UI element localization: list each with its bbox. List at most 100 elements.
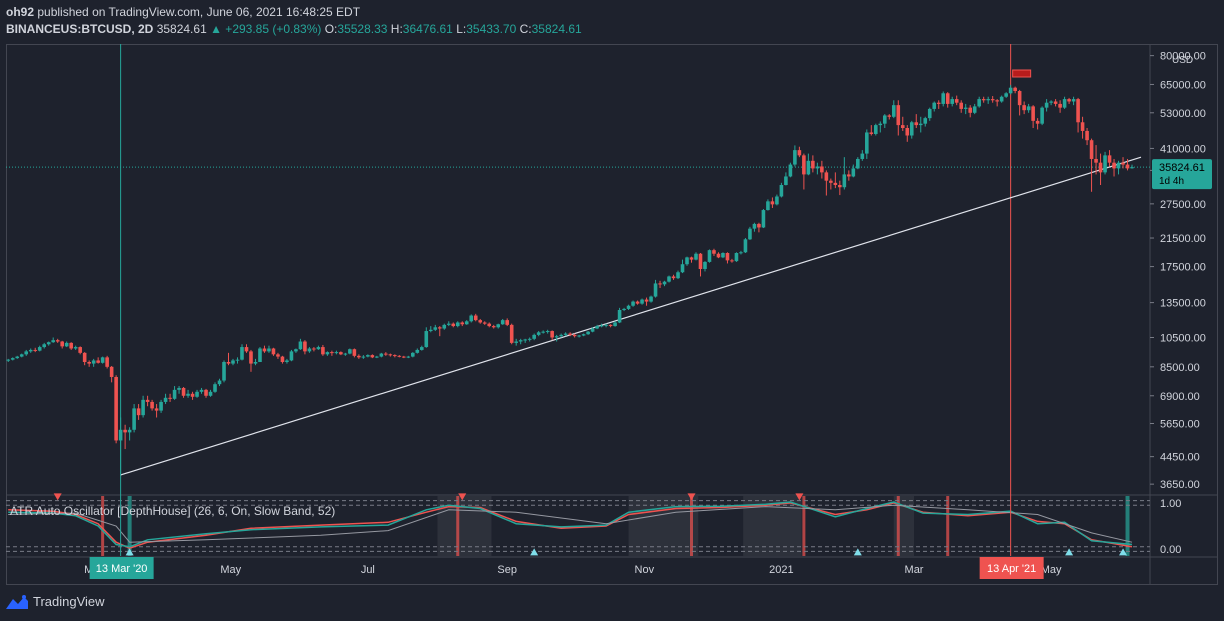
osc-signal-down-0 xyxy=(53,493,62,501)
osc-bar-red-4 xyxy=(896,496,900,556)
candle-body-135 xyxy=(613,322,617,327)
tradingview-brand[interactable]: TradingView xyxy=(33,594,105,609)
candle-body-94 xyxy=(428,329,433,332)
candle-body-177 xyxy=(802,155,806,175)
candle-body-13 xyxy=(64,342,69,347)
chart-frame[interactable] xyxy=(6,44,1218,585)
candle-body-53 xyxy=(244,347,249,352)
candle-body-225 xyxy=(1017,91,1022,106)
candle-body-36 xyxy=(168,397,172,399)
author-name[interactable]: oh92 xyxy=(6,5,35,19)
candle-body-123 xyxy=(559,334,563,337)
candle-body-74 xyxy=(339,352,343,355)
trendline xyxy=(120,156,1142,476)
candle-body-84 xyxy=(384,353,388,355)
candle-body-174 xyxy=(788,164,793,177)
candle-body-116 xyxy=(527,338,532,340)
open-value: 35528.33 xyxy=(337,22,388,36)
candle-body-104 xyxy=(473,315,478,321)
candle-body-151 xyxy=(685,257,689,265)
candle-body-162 xyxy=(734,253,739,262)
candle-body-140 xyxy=(635,301,640,304)
candle-body-0 xyxy=(6,359,11,361)
candle-body-201 xyxy=(909,122,914,136)
candle-body-14 xyxy=(69,342,73,349)
candle-body-237 xyxy=(1071,99,1076,102)
candle-body-41 xyxy=(190,393,195,397)
candle-body-125 xyxy=(568,333,572,335)
candle-body-102 xyxy=(464,321,469,325)
candle-body-179 xyxy=(811,160,815,169)
candle-body-219 xyxy=(990,99,995,101)
candle-body-209 xyxy=(945,93,950,104)
candle-body-181 xyxy=(820,166,824,173)
candle-body-105 xyxy=(478,320,483,323)
high-label: H: xyxy=(390,22,403,36)
candle-body-147 xyxy=(667,276,671,282)
candle-body-49 xyxy=(226,362,231,364)
candle-body-248 xyxy=(1121,162,1125,165)
candle-body-39 xyxy=(181,387,186,396)
candle-body-236 xyxy=(1067,99,1071,102)
xtick-label-2: Jul xyxy=(361,564,375,576)
candle-body-111 xyxy=(505,320,510,325)
candle-body-183 xyxy=(829,180,833,183)
candle-body-112 xyxy=(509,324,514,343)
candle-body-185 xyxy=(838,185,842,188)
candle-body-168 xyxy=(761,210,766,228)
xtick-label-7: May xyxy=(1041,564,1062,576)
candle-body-143 xyxy=(649,296,653,302)
candle-body-208 xyxy=(941,93,946,104)
candle-body-107 xyxy=(487,323,492,327)
candle-body-169 xyxy=(766,201,770,211)
candle-body-21 xyxy=(100,357,105,363)
candle-body-155 xyxy=(703,261,707,269)
candle-body-12 xyxy=(60,341,64,347)
candle-body-224 xyxy=(1013,87,1017,92)
ytick-label-13: 4450.00 xyxy=(1160,452,1200,464)
tradingview-logo-icon[interactable] xyxy=(6,594,28,609)
xtick-label-3: Sep xyxy=(497,564,517,576)
ytick-label-7: 17500.00 xyxy=(1160,262,1206,274)
low-label: L: xyxy=(456,22,467,36)
candle-body-33 xyxy=(154,408,159,411)
candle-body-249 xyxy=(1125,164,1130,169)
candle-body-198 xyxy=(896,105,901,126)
candle-body-67 xyxy=(307,348,312,352)
candle-body-150 xyxy=(680,264,685,273)
candle-body-24 xyxy=(114,376,118,441)
ytick-label-9: 10500.00 xyxy=(1160,332,1206,344)
candle-body-205 xyxy=(927,108,932,119)
candle-body-230 xyxy=(1040,107,1044,124)
candle-body-2 xyxy=(15,356,20,359)
candle-body-241 xyxy=(1089,140,1094,159)
candle-body-149 xyxy=(676,272,680,279)
candle-body-211 xyxy=(954,99,959,103)
open-label: O: xyxy=(324,22,338,36)
candle-body-153 xyxy=(694,253,698,260)
candle-body-42 xyxy=(195,391,199,397)
candle-body-55 xyxy=(253,362,258,364)
candle-body-204 xyxy=(923,118,928,124)
candle-body-247 xyxy=(1116,162,1121,169)
candle-body-194 xyxy=(878,123,883,126)
peak-marker xyxy=(1012,69,1032,78)
candle-body-159 xyxy=(721,253,725,258)
candle-body-108 xyxy=(491,326,496,328)
candle-body-206 xyxy=(932,102,937,109)
candle-body-64 xyxy=(294,349,298,352)
candle-body-62 xyxy=(285,360,289,363)
candle-body-89 xyxy=(406,356,411,358)
candle-body-27 xyxy=(127,429,132,433)
candle-body-240 xyxy=(1085,130,1089,141)
candle-body-161 xyxy=(730,260,734,262)
candle-body-65 xyxy=(298,341,303,350)
candle-body-146 xyxy=(662,281,667,285)
candle-body-82 xyxy=(375,356,379,358)
candle-body-214 xyxy=(968,107,972,113)
candle-body-212 xyxy=(959,102,964,109)
candle-body-226 xyxy=(1022,105,1026,111)
ytick-label-12: 5650.00 xyxy=(1160,419,1200,431)
candle-body-38 xyxy=(177,387,181,390)
